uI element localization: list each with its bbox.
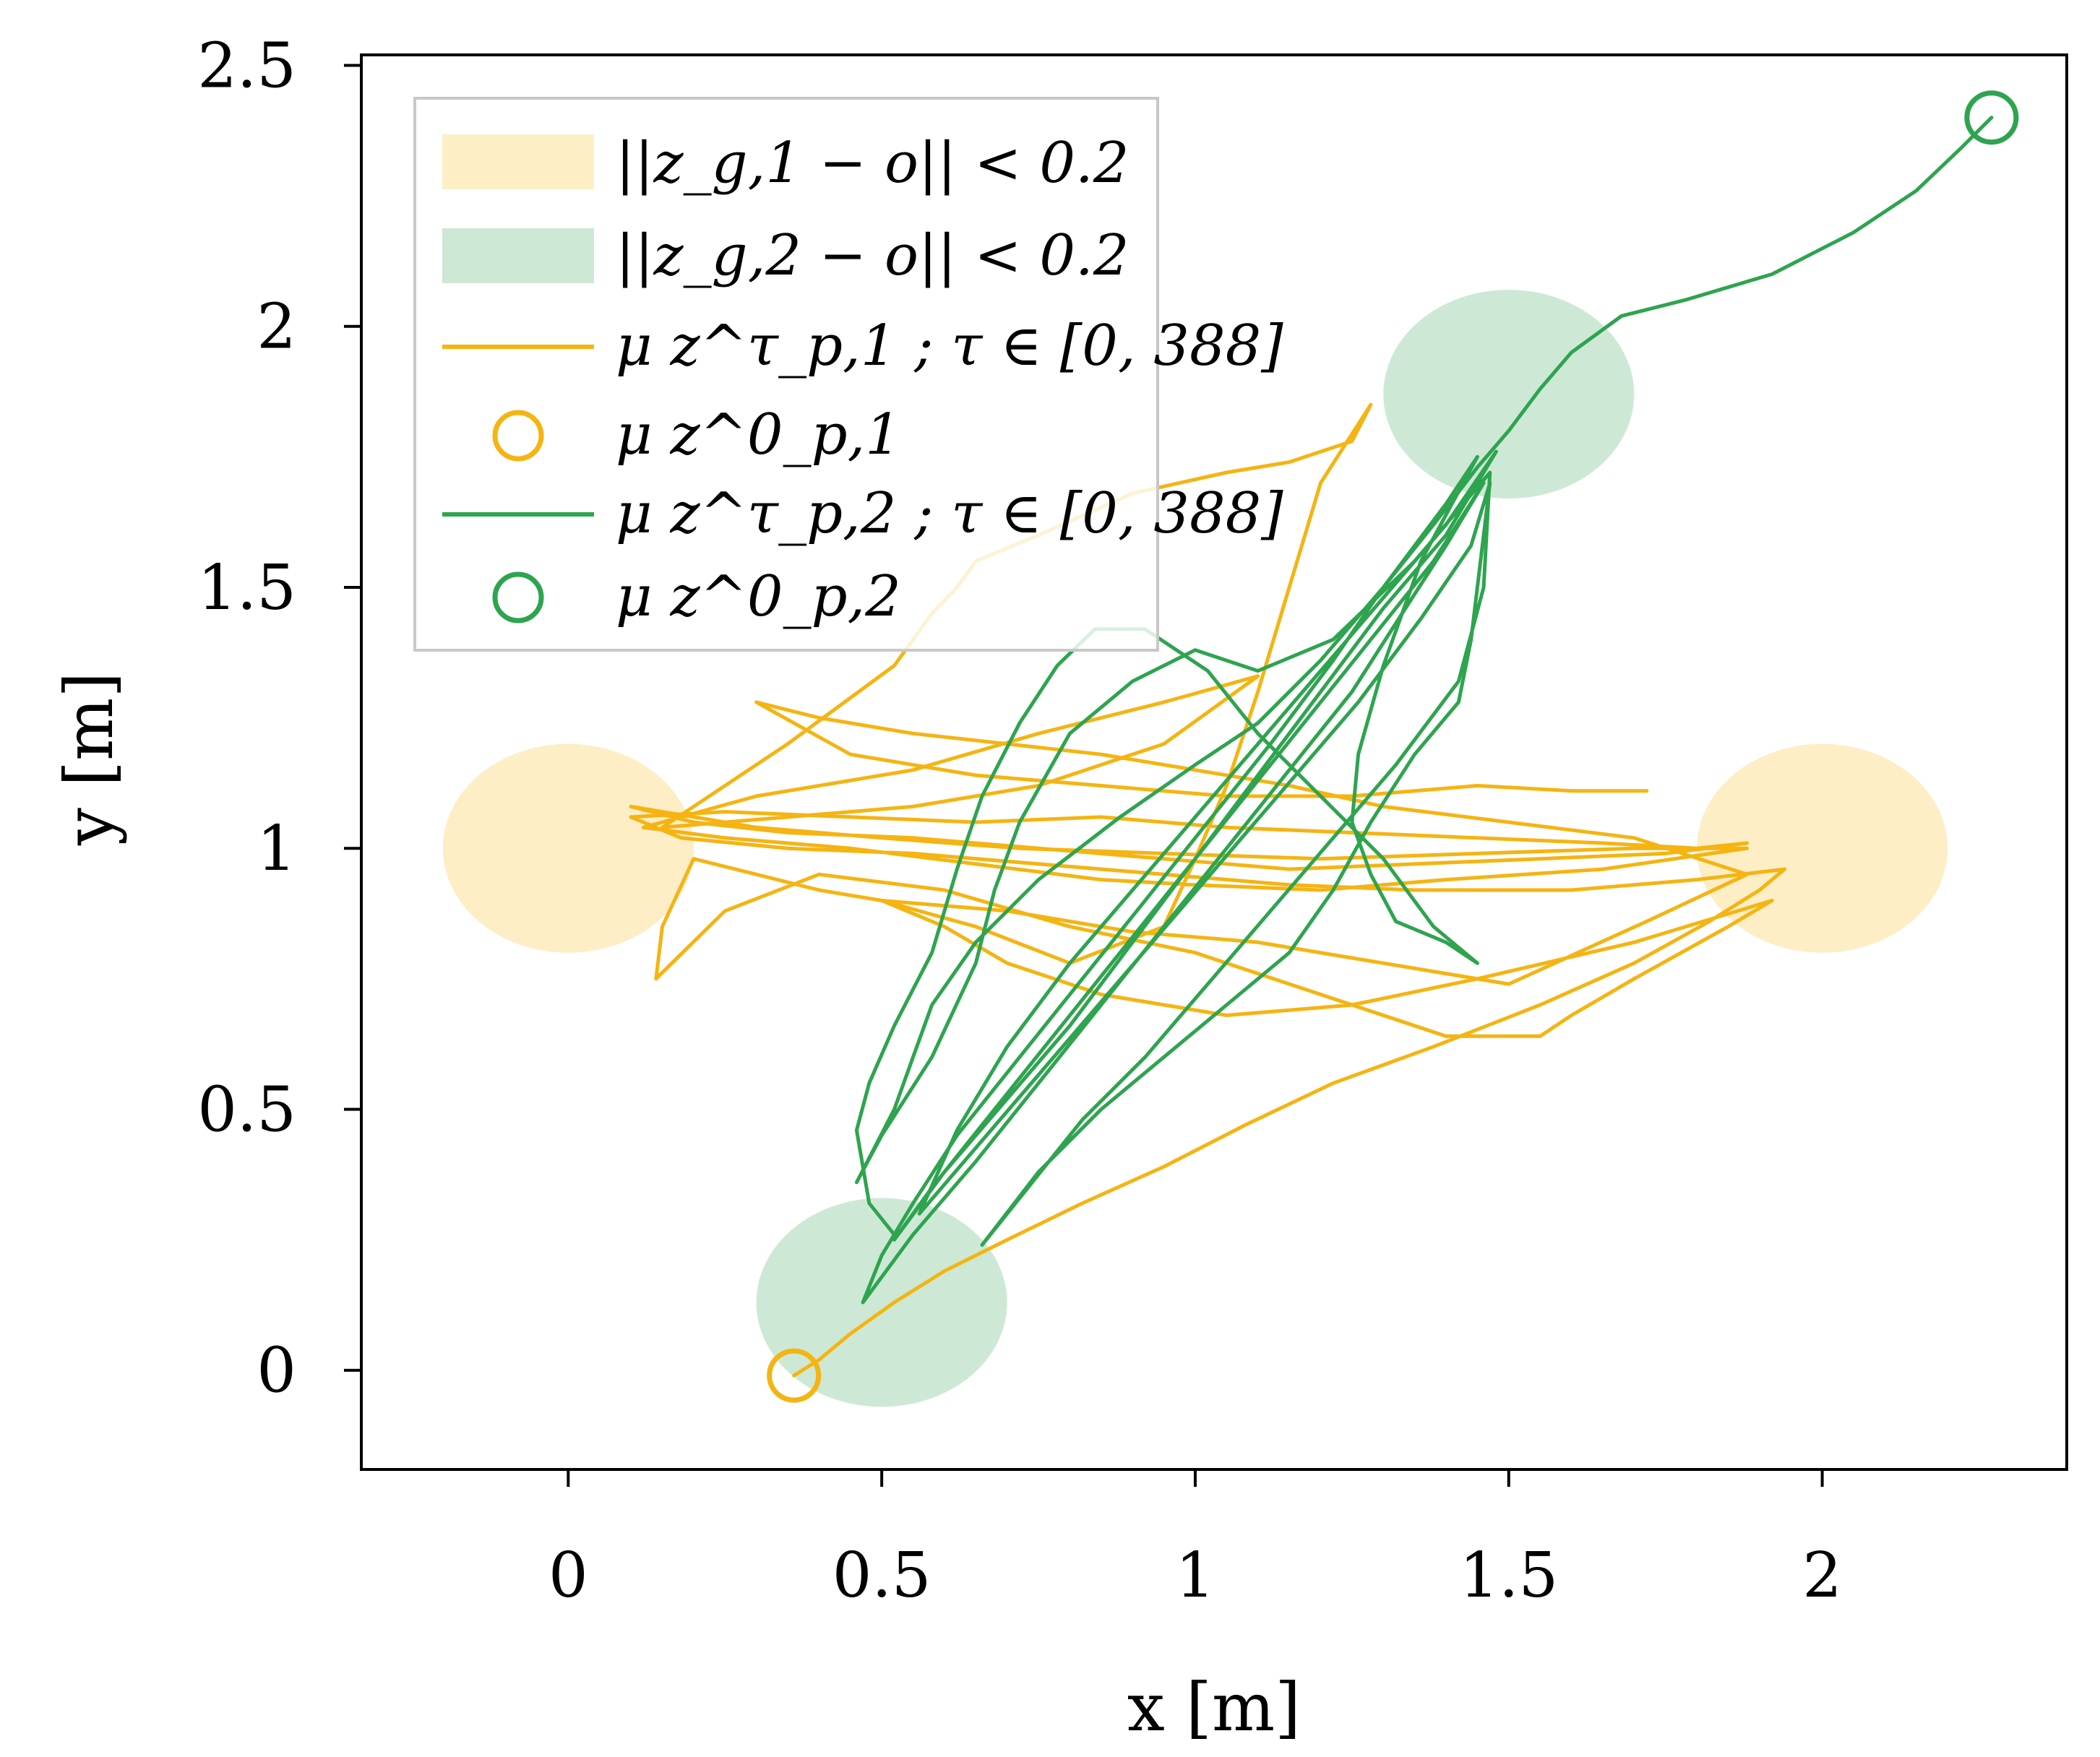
legend-label-orange-traj: μ z^τ_p,1 ; τ ∈ [0, 388] bbox=[616, 314, 1283, 379]
legend-marker-orange bbox=[492, 410, 544, 462]
y-axis-ticks: 0 0.5 1 1.5 2 2.5 bbox=[197, 30, 361, 1407]
goal-region-2-top bbox=[1383, 290, 1635, 499]
y-tick-label: 1.5 bbox=[197, 552, 296, 624]
legend: ||z_g,1 − o|| < 0.2 ||z_g,2 − o|| < 0.2 … bbox=[413, 97, 1283, 652]
orange-trajectory-path bbox=[629, 402, 1787, 1378]
legend-label-region-2: ||z_g,2 − o|| < 0.2 bbox=[616, 223, 1129, 288]
x-axis-label: x [m] bbox=[1127, 1669, 1301, 1746]
legend-patch-green bbox=[442, 228, 594, 283]
goal-regions bbox=[442, 290, 1948, 1407]
trajectories bbox=[629, 116, 1994, 1378]
green-start-marker bbox=[1964, 90, 2019, 145]
x-tick-label: 0.5 bbox=[832, 1540, 931, 1612]
legend-label-region-1: ||z_g,1 − o|| < 0.2 bbox=[616, 131, 1129, 196]
x-tick-label: 1 bbox=[1176, 1540, 1215, 1612]
legend-box bbox=[413, 97, 1159, 652]
y-tick-label: 2 bbox=[257, 291, 296, 363]
goal-region-1-left bbox=[442, 743, 694, 953]
green-trajectory-path bbox=[854, 116, 1994, 1305]
goal-region-2-bottom bbox=[756, 1198, 1007, 1407]
x-axis-ticks: 0 0.5 1 1.5 2 bbox=[548, 1469, 1842, 1612]
orange-start-marker bbox=[767, 1348, 822, 1403]
y-tick-label: 1 bbox=[257, 813, 296, 885]
y-tick-label: 0 bbox=[257, 1335, 296, 1407]
goal-region-1-right bbox=[1697, 743, 1948, 953]
y-tick-label: 2.5 bbox=[197, 30, 296, 102]
start-markers bbox=[767, 90, 2019, 1403]
legend-label-green-start: μ z^0_p,2 bbox=[616, 564, 901, 629]
y-tick-label: 0.5 bbox=[197, 1074, 296, 1146]
legend-label-orange-start: μ z^0_p,1 bbox=[616, 402, 901, 467]
x-tick-label: 1.5 bbox=[1459, 1540, 1558, 1612]
x-tick-label: 0 bbox=[548, 1540, 588, 1612]
legend-marker-green bbox=[492, 571, 544, 623]
legend-patch-orange bbox=[442, 134, 594, 189]
x-tick-label: 2 bbox=[1802, 1540, 1842, 1612]
plot-frame bbox=[360, 53, 2068, 1471]
y-axis-label: y [m] bbox=[51, 672, 128, 846]
legend-label-green-traj: μ z^τ_p,2 ; τ ∈ [0, 388] bbox=[616, 481, 1283, 546]
